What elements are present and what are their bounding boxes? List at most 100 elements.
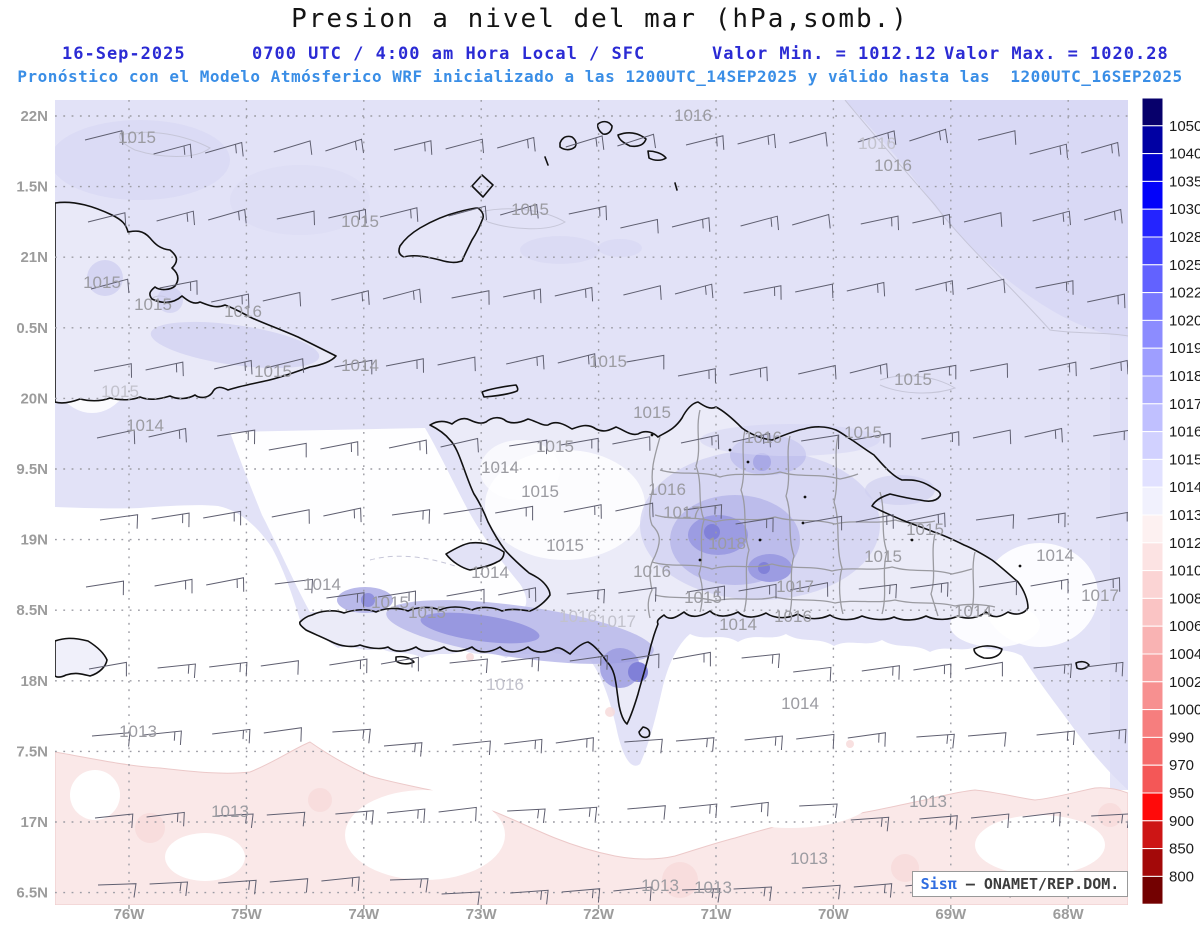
wind-barb-icon [558, 806, 598, 822]
lat-axis-label: 22N [20, 108, 48, 125]
colorbar-label: 850 [1169, 841, 1194, 858]
wind-barb-icon [683, 504, 723, 519]
colorbar-label: 1018 [1169, 368, 1200, 385]
wind-barb-icon [260, 660, 299, 675]
axis-labels: 22N 1.5N 21N 0.5N 20N 9.5N 19N 8.5N 18N 7.5N 17N 6.… [16, 108, 1084, 923]
colorbar-cell [1141, 875, 1164, 905]
wind-barb-icon [93, 363, 132, 378]
station-dots [650, 433, 1022, 568]
colorbar-label: 950 [1169, 785, 1194, 802]
wind-barb-icon [497, 136, 536, 152]
colorbar-label: 1022 [1169, 285, 1200, 302]
wind-barb-icon [566, 588, 606, 604]
wind-barb-icon [452, 740, 491, 756]
wind-barb-icon [732, 432, 771, 448]
wind-barb-icon [148, 427, 187, 443]
wind-barb-icon [206, 577, 245, 592]
lat-axis-label: 8.5N [16, 602, 48, 619]
lon-axis-label: 74W [348, 906, 380, 923]
lat-axis-label: 0.5N [16, 320, 48, 337]
wind-barb-icon [326, 592, 365, 607]
lat-axis-label: 7.5N [16, 743, 48, 760]
wind-barb-icon [1085, 661, 1124, 677]
gridlines [55, 100, 1128, 905]
lat-axis-label: 21N [20, 249, 48, 266]
colorbar-label: 1015 [1169, 451, 1200, 468]
wind-barb-icon [498, 587, 537, 602]
wind-barb-icon [1029, 143, 1068, 159]
contour-label: 1017 [1081, 586, 1119, 605]
colorbar-cell [1141, 625, 1164, 655]
contour-label: 1014 [954, 602, 992, 621]
wind-barb-icon [507, 808, 546, 823]
wind-barb-icon [861, 665, 900, 680]
wind-barb-icon [569, 655, 608, 670]
wind-barb-icon [970, 813, 1010, 829]
wind-barb-icon [916, 733, 955, 749]
wind-barb-icon [1036, 730, 1075, 746]
lon-axis-label: 70W [818, 906, 850, 923]
wind-barb-icon [680, 434, 720, 450]
wind-barb-icon [217, 429, 256, 445]
wind-barb-icon [143, 730, 182, 746]
wind-barb-icon [99, 514, 139, 529]
wind-barb-icon [153, 143, 192, 159]
colorbar-label: 1004 [1169, 646, 1200, 663]
sea-white-windward-gulf [230, 428, 527, 612]
pink-below-1013 [55, 741, 1128, 905]
lon-axis-label: 69W [935, 906, 967, 923]
wind-barb-icon [146, 811, 185, 827]
credit-rest: – ONAMET/REP.DOM. [965, 875, 1120, 893]
wind-barb-icon [554, 286, 594, 302]
wind-barb-icon [94, 813, 134, 829]
valid-date: 16-Sep-2025 [62, 44, 186, 64]
contour-label: 1015 [546, 536, 584, 555]
wind-barb-icon [271, 509, 310, 524]
contour-label: 1015 [134, 295, 172, 314]
wind-barb-icon [329, 658, 368, 674]
contour-label: 1013 [211, 802, 249, 821]
wind-barb-icon [972, 429, 1012, 445]
contour-label: 1018 [708, 534, 746, 553]
lon-axis-label: 71W [701, 906, 733, 923]
contour-label: 1017 [776, 577, 814, 596]
credit-box: Sis π – ONAMET/REP.DOM. [912, 871, 1128, 897]
wind-barb-icon [802, 884, 841, 900]
wind-barb-icon [966, 278, 1006, 294]
field-min-value: Valor Min. = 1012.12 [712, 44, 937, 64]
contour-label: 1014 [303, 575, 341, 594]
colorbar-cell [1141, 97, 1164, 127]
wind-barb-icon [203, 510, 242, 526]
wind-barb-icon [681, 888, 721, 903]
contour-label: 1016 [774, 607, 812, 626]
wind-barb-icon [154, 578, 193, 594]
colorbar-label: 1035 [1169, 173, 1200, 190]
wind-barb-icon [1030, 578, 1069, 594]
wind-barb-icon [969, 363, 1008, 378]
wind-barb-icon [977, 130, 1017, 145]
colorbar-label: 1016 [1169, 424, 1200, 441]
wind-barb-icon [446, 588, 485, 604]
wind-barb-icon [912, 213, 951, 229]
coastlines [55, 120, 1090, 739]
wind-barb-icon [860, 215, 899, 231]
wind-barb-icon [921, 431, 960, 446]
wind-barb-icon [159, 280, 198, 295]
wind-barb-icon [963, 212, 1003, 227]
wind-barb-icon [500, 203, 539, 219]
lon-axis-label: 76W [114, 906, 146, 923]
wind-barb-icon [737, 133, 776, 149]
wind-barb-icon [385, 358, 424, 373]
colorbar-label: 1025 [1169, 257, 1200, 274]
wind-barb-icon [389, 878, 429, 893]
lat-axis-label: 9.5N [16, 461, 48, 478]
wind-barb-icon [501, 656, 540, 672]
wind-barb-icon [615, 502, 654, 518]
colorbar-label: 1012 [1169, 535, 1200, 552]
wind-barb-icon [85, 580, 125, 596]
contour-label: 1016 [648, 480, 686, 499]
wind-barb-icon [321, 876, 360, 892]
wind-barb-icon [919, 815, 958, 830]
wind-barb-icon [624, 738, 663, 754]
wind-barb-icon [792, 213, 831, 229]
